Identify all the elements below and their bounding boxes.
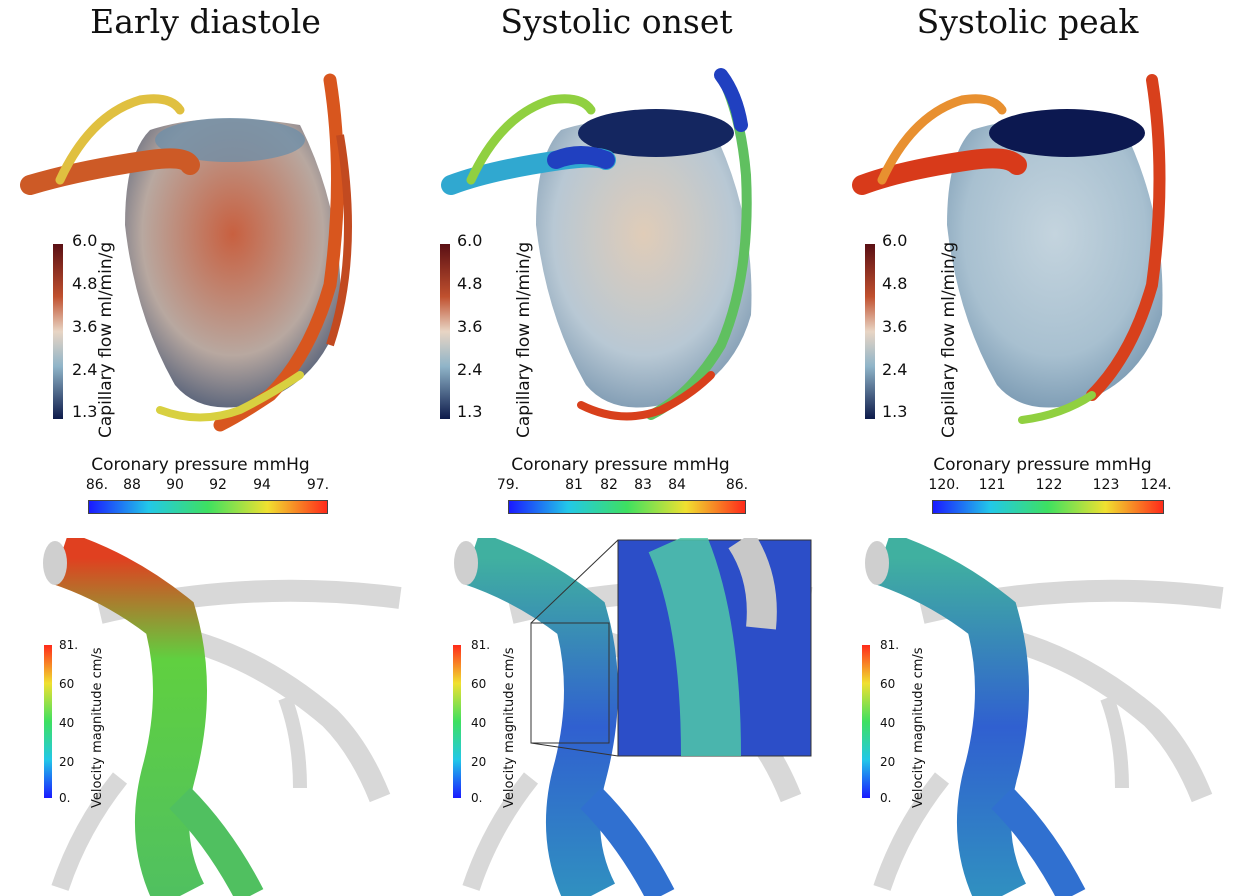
pressure-label: Coronary pressure mmHg: [933, 455, 1152, 475]
panel-systolic-onset: Systolic onset 6.0 4.8 3.6 2.4 1.3 Capil…: [411, 0, 822, 896]
heart-render: [852, 74, 1166, 424]
vel-tick: 20: [59, 755, 75, 769]
pressure-tick: 90: [166, 477, 184, 493]
vel-tick: 40: [471, 716, 487, 730]
pressure-tick: 83: [634, 477, 652, 493]
vel-tick: 60: [59, 677, 75, 691]
panel-title: Systolic onset: [500, 2, 733, 41]
cap-tick: 3.6: [882, 317, 908, 336]
pressure-tick: 97.: [306, 477, 330, 493]
pressure-tick: 92: [209, 477, 227, 493]
vessel-render: [43, 538, 402, 896]
vel-tick: 60: [471, 677, 487, 691]
cap-tick: 2.4: [72, 360, 98, 379]
cap-tick: 1.3: [457, 402, 483, 421]
vel-tick: 0.: [471, 791, 483, 805]
pressure-label: Coronary pressure mmHg: [91, 455, 310, 475]
capillary-label: Capillary flow ml/min/g: [514, 241, 534, 438]
vel-tick: 40: [59, 716, 75, 730]
pressure-tick: 82: [600, 477, 618, 493]
heart-render: [20, 73, 352, 432]
vel-tick: 20: [880, 755, 896, 769]
capillary-colorbar: [440, 244, 450, 419]
panel-title: Early diastole: [90, 2, 321, 41]
pressure-tick: 121: [978, 477, 1006, 493]
cap-tick: 2.4: [457, 360, 483, 379]
vel-tick: 81.: [59, 638, 79, 652]
velocity-colorbar: [862, 645, 870, 798]
vel-tick: 81.: [880, 638, 900, 652]
cap-tick: 4.8: [882, 274, 908, 293]
pressure-tick: 124.: [1140, 477, 1172, 493]
vessel-render: [865, 538, 1224, 896]
heart-render: [441, 68, 752, 421]
velocity-colorbar: [453, 645, 461, 798]
cap-tick: 3.6: [457, 317, 483, 336]
cap-tick: 6.0: [72, 231, 98, 250]
vel-tick: 81.: [471, 638, 491, 652]
pressure-tick: 88: [123, 477, 141, 493]
pressure-tick: 123: [1092, 477, 1120, 493]
capillary-label: Capillary flow ml/min/g: [939, 241, 959, 438]
cap-tick: 6.0: [457, 231, 483, 250]
panel-early-diastole: Early diastole 6.0 4.8 3.6 2.4 1.3 Capil…: [0, 0, 411, 896]
pressure-tick: 81: [565, 477, 583, 493]
velocity-colorbar: [44, 645, 52, 798]
pressure-tick: 94: [253, 477, 271, 493]
cap-tick: 1.3: [882, 402, 908, 421]
vel-tick: 20: [471, 755, 487, 769]
pressure-tick: 120.: [928, 477, 960, 493]
vel-tick: 0.: [59, 791, 71, 805]
pressure-label: Coronary pressure mmHg: [511, 455, 730, 475]
panel-title: Systolic peak: [916, 2, 1139, 41]
vel-tick: 0.: [880, 791, 892, 805]
vel-tick: 60: [880, 677, 896, 691]
velocity-label: Velocity magnitude cm/s: [911, 647, 926, 808]
vel-tick: 40: [880, 716, 896, 730]
pressure-tick: 122: [1035, 477, 1063, 493]
velocity-label: Velocity magnitude cm/s: [90, 647, 105, 808]
pressure-colorbar: [88, 500, 328, 514]
pressure-tick: 86.: [725, 477, 749, 493]
pressure-tick: 79.: [496, 477, 520, 493]
pressure-colorbar: [932, 500, 1164, 514]
cap-tick: 4.8: [72, 274, 98, 293]
panel-systolic-peak: Systolic peak 6.0 4.8 3.6 2.4 1.3 Capill…: [822, 0, 1233, 896]
cap-tick: 2.4: [882, 360, 908, 379]
capillary-colorbar: [865, 244, 875, 419]
vessel-render: [454, 538, 813, 896]
pressure-tick: 86.: [85, 477, 109, 493]
cap-tick: 1.3: [72, 402, 98, 421]
capillary-label: Capillary flow ml/min/g: [96, 241, 116, 438]
pressure-colorbar: [508, 500, 746, 514]
cap-tick: 4.8: [457, 274, 483, 293]
velocity-label: Velocity magnitude cm/s: [502, 647, 517, 808]
capillary-colorbar: [53, 244, 63, 419]
cap-tick: 6.0: [882, 231, 908, 250]
pressure-tick: 84: [668, 477, 686, 493]
cap-tick: 3.6: [72, 317, 98, 336]
